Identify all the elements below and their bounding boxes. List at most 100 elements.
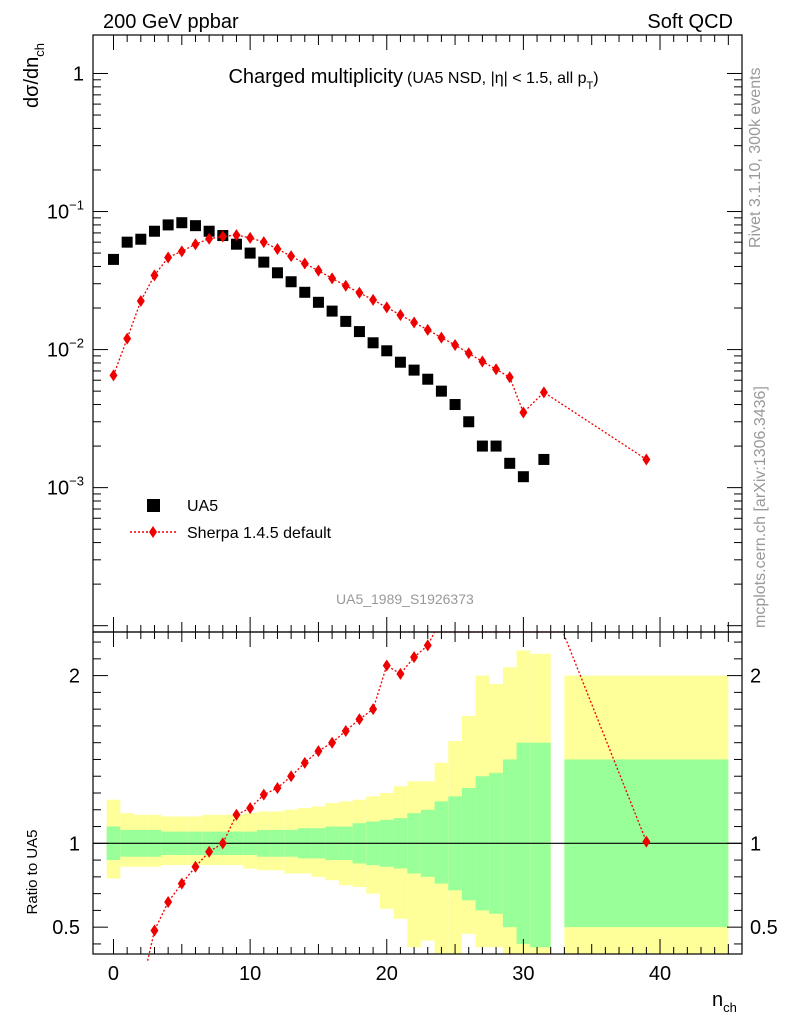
data-point (285, 276, 297, 288)
ratio-y-tick-label: 0.5 (52, 917, 80, 939)
ratio-mc-point (191, 860, 200, 873)
ratio-y-tick-label: 2 (69, 666, 80, 688)
mc-point (355, 286, 364, 299)
ratio-mc-point (341, 724, 350, 737)
main-plot: Charged multiplicity (UA5 NSD, |η| < 1.5… (21, 34, 743, 633)
ratio-mc-point (177, 877, 186, 890)
mc-point (205, 232, 214, 245)
ratio-mc-point (423, 639, 432, 652)
ratio-y-tick-label: 1 (69, 833, 80, 855)
ratio-mc-point (369, 703, 378, 716)
mc-point (164, 251, 173, 264)
mc-point (136, 294, 145, 307)
mc-point (382, 301, 391, 314)
mc-point (191, 238, 200, 251)
data-point (299, 286, 311, 298)
ratio-plot-frame (92, 631, 743, 955)
ratio-mc-point (273, 781, 282, 794)
ratio-mc-point (410, 651, 419, 664)
data-point (203, 225, 215, 237)
legend-label-sherpa: Sherpa 1.4.5 default (187, 525, 332, 542)
mcplots-label: mcplots.cern.ch [arXiv:1306.3436] (752, 386, 769, 628)
mc-point (300, 257, 309, 270)
data-point (422, 373, 434, 385)
main-x-ticks (112, 35, 729, 632)
uncertainty-band-inner (461, 787, 476, 901)
x-tick-label: 40 (649, 963, 671, 985)
mc-point (396, 309, 405, 322)
data-point (490, 440, 502, 452)
y-axis-label: dσ/dnch (21, 43, 47, 108)
mc-point (287, 250, 296, 263)
x-tick-label: 30 (512, 963, 534, 985)
mc-point (451, 338, 460, 351)
x-tick-label: 20 (376, 963, 398, 985)
mc-point (519, 406, 528, 419)
data-point (476, 440, 488, 452)
uncertainty-band-inner (434, 801, 449, 884)
mc-point (314, 264, 323, 277)
mc-point (423, 323, 432, 336)
ratio-mc-point (164, 896, 173, 909)
ratio-y-label: Ratio to UA5 (24, 829, 41, 914)
ratio-y-ticks: 0.5 0.5 1 1 2 2 (52, 641, 778, 945)
mc-point (109, 369, 118, 382)
data-point (258, 256, 270, 268)
main-mc-markers (109, 229, 651, 466)
data-point (517, 471, 529, 483)
main-data-markers (107, 217, 550, 483)
mc-point (341, 279, 350, 292)
y-tick-label: 1 (73, 63, 84, 85)
ratio-mc-point (328, 736, 337, 749)
mc-point (464, 347, 473, 360)
data-point (230, 238, 242, 250)
ratio-mc-point (246, 802, 255, 815)
legend-marker-sherpa (149, 526, 157, 538)
data-point (244, 247, 256, 259)
data-point (326, 305, 338, 317)
ratio-y-tick-label-right: 2 (750, 666, 761, 688)
legend: UA5 Sherpa 1.4.5 default (130, 498, 332, 542)
data-point (107, 253, 119, 265)
ratio-x-ticks: 0 10 20 30 40 (108, 632, 729, 985)
ratio-mc-point (150, 924, 159, 937)
data-point (176, 217, 188, 229)
data-point (148, 225, 160, 237)
mc-point (369, 293, 378, 306)
y-tick-label: 10−3 (47, 474, 84, 500)
mc-point (123, 332, 132, 345)
mc-point (410, 316, 419, 329)
mc-point (273, 243, 282, 256)
data-point (312, 296, 324, 308)
ratio-mc-point (218, 837, 227, 850)
ratio-mc-point (205, 845, 214, 858)
main-y-ticks: 1 10−1 10−2 10−3 (47, 63, 742, 627)
mc-point (177, 245, 186, 258)
ratio-mc-point (382, 659, 391, 672)
mc-point (218, 230, 227, 243)
plot-title: Charged multiplicity (228, 66, 403, 88)
data-point (353, 326, 365, 338)
ratio-mc-point (355, 713, 364, 726)
ratio-mc-point (287, 770, 296, 783)
ratio-y-tick-label-right: 0.5 (750, 917, 778, 939)
legend-label-ua5: UA5 (187, 498, 218, 515)
x-axis-label: nch (712, 989, 737, 1015)
mc-point (642, 453, 651, 466)
mc-point (259, 236, 268, 249)
data-point (162, 219, 174, 231)
ratio-mc-point (232, 808, 241, 821)
y-tick-label: 10−1 (47, 198, 84, 224)
y-tick-label: 10−2 (47, 336, 84, 362)
plot-subtitle: (UA5 NSD, |η| < 1.5, all pT) (407, 70, 599, 92)
data-point (381, 345, 393, 357)
rivet-label: Rivet 3.1.10, 300k events (747, 67, 764, 248)
mc-point (328, 272, 337, 285)
ratio-mc-point (259, 788, 268, 801)
header-right: Soft QCD (647, 11, 733, 33)
data-point (538, 453, 550, 465)
uncertainty-band-inner (530, 742, 551, 948)
mc-point (505, 371, 514, 384)
mc-point (437, 331, 446, 344)
